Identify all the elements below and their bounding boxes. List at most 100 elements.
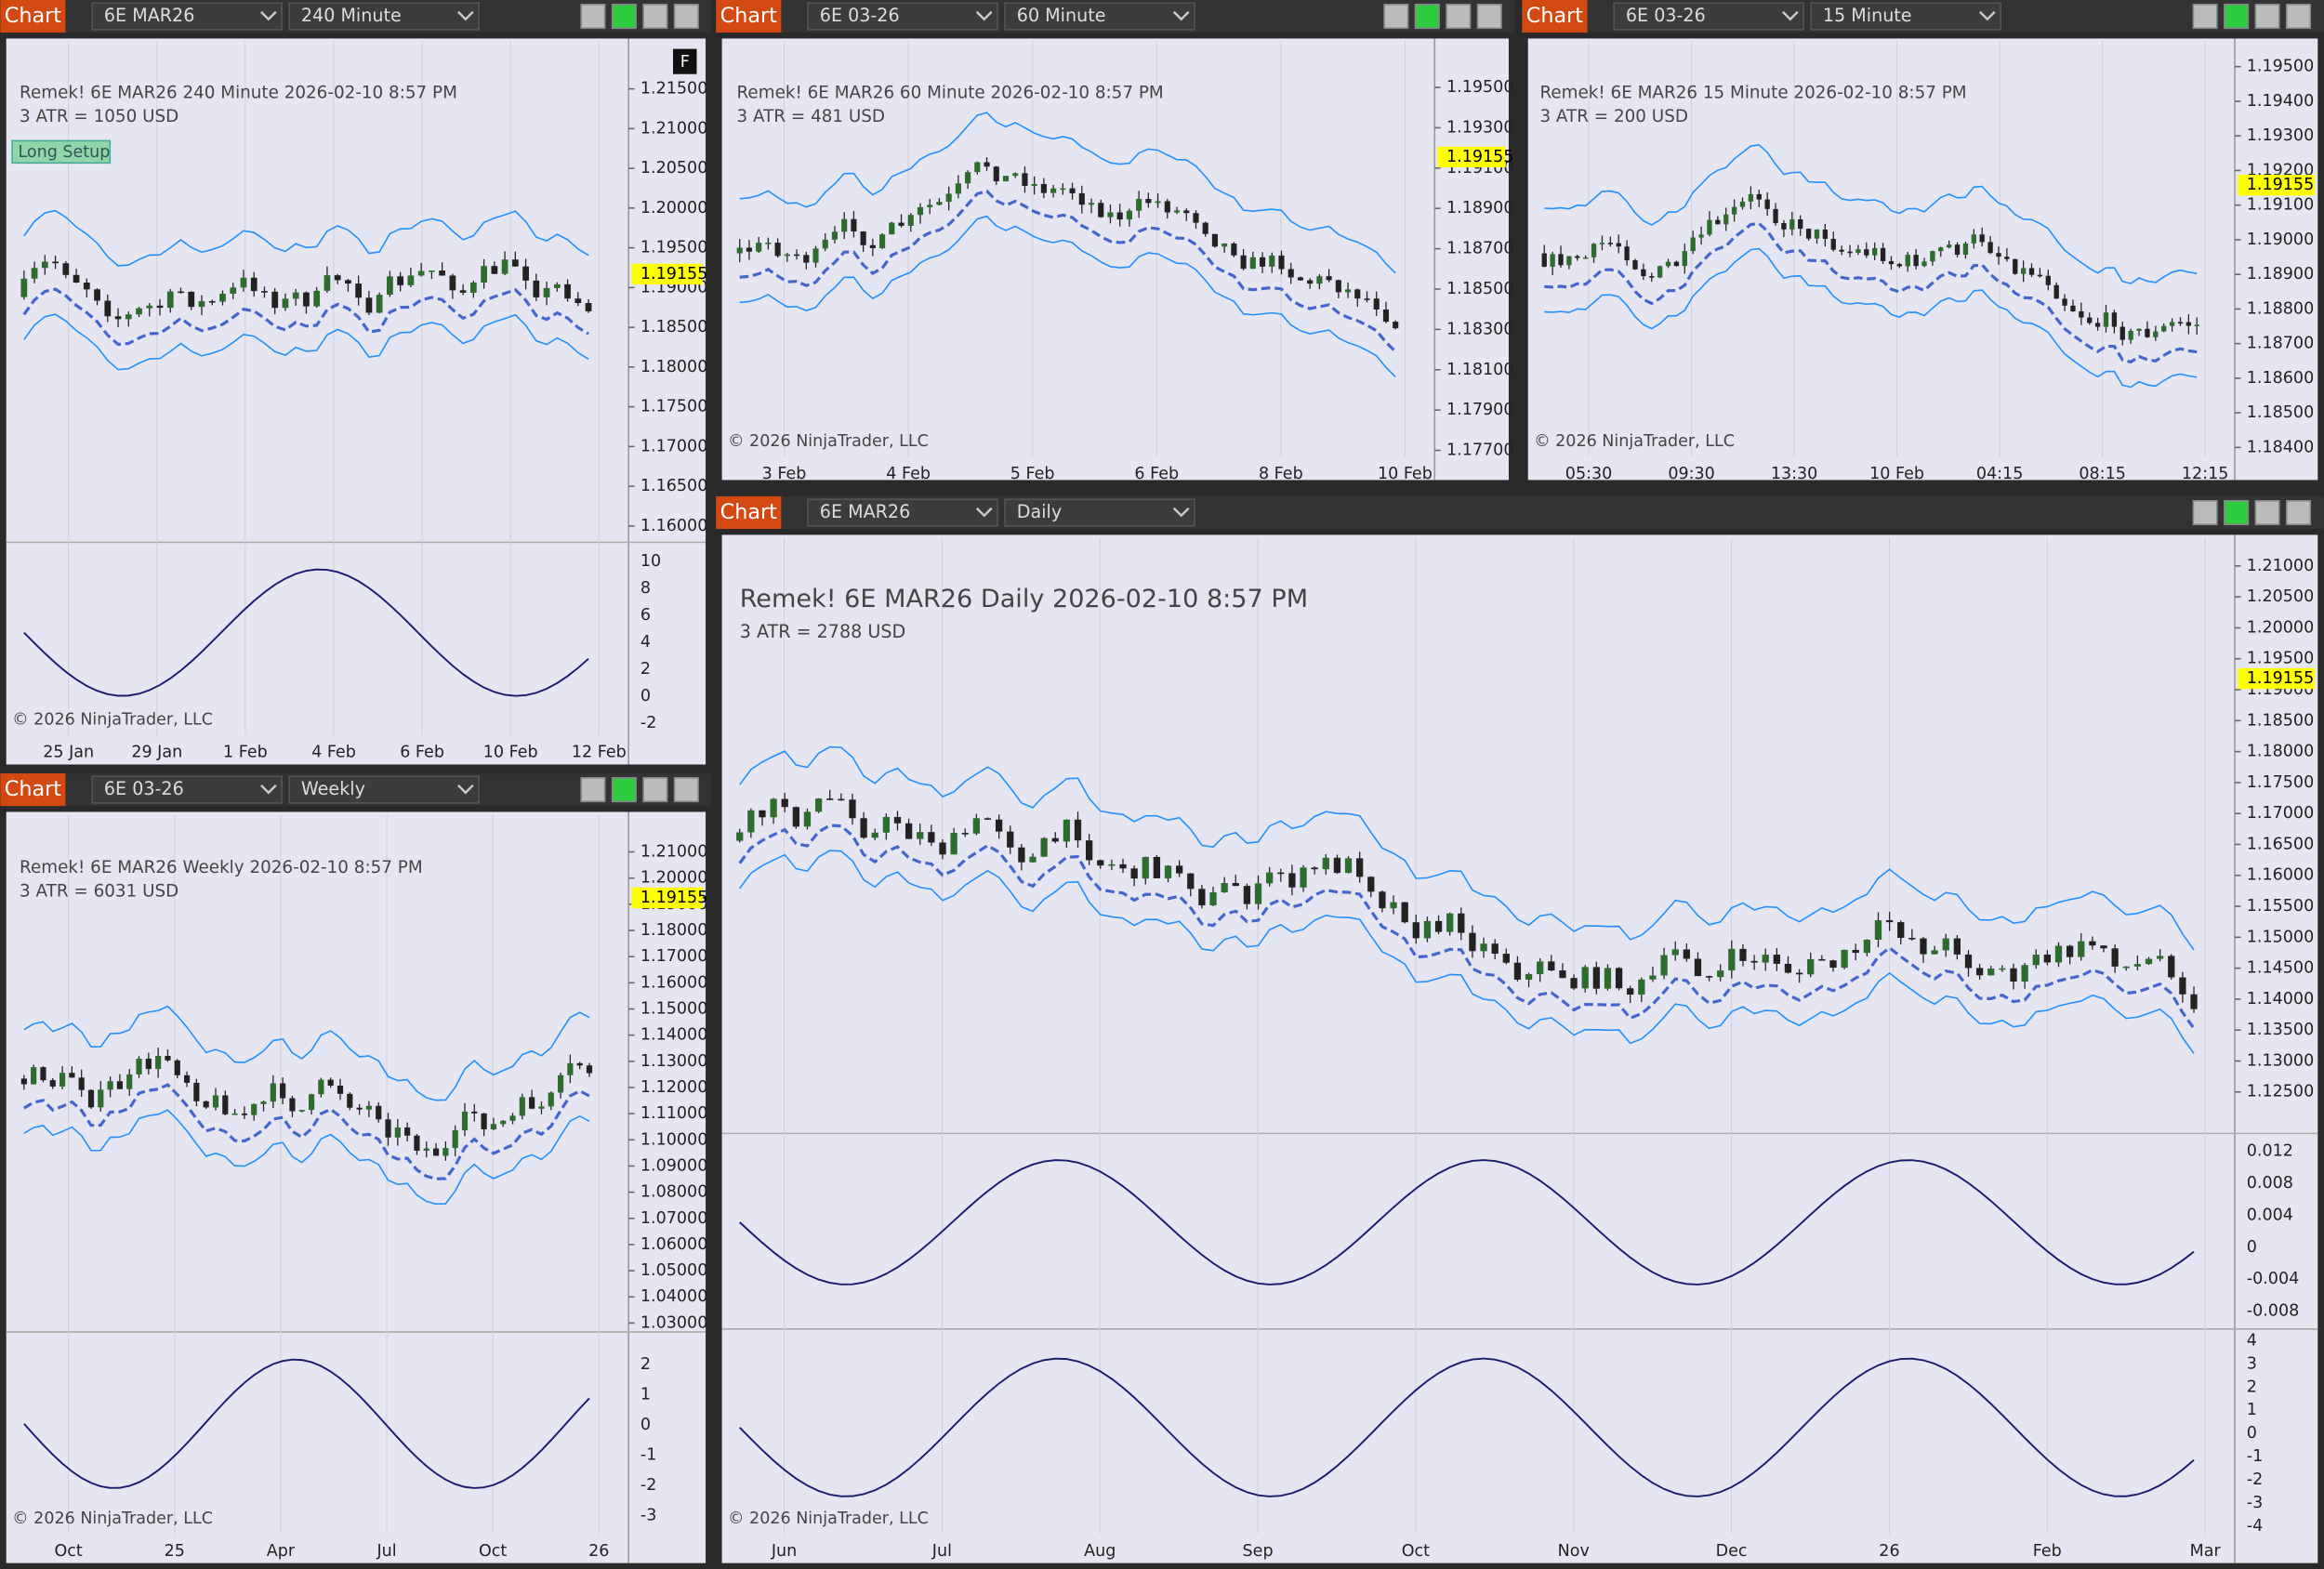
window-button[interactable] [2192,499,2218,526]
window-button[interactable] [580,777,606,803]
lower-band [739,215,1396,377]
candle-body [2004,257,2010,259]
candle-body [292,292,299,299]
chart-tab[interactable] [716,495,782,530]
candle-body [533,280,540,297]
instrument-dropdown[interactable] [1613,2,1804,31]
window-button[interactable] [2254,3,2280,30]
osc-tick-label: 6 [640,606,651,625]
window-button[interactable] [1414,3,1440,30]
candle-body [1583,257,1589,259]
price-tick-label: 1.20000 [640,869,707,888]
instrument-dropdown[interactable] [807,498,998,527]
candle-body [2062,298,2067,306]
time-label: 08:15 [2079,465,2125,483]
instrument-dropdown[interactable] [91,2,283,31]
last-price-marker [2238,667,2316,690]
candle-body [1852,949,1859,954]
price-tick-label: 1.15000 [640,999,707,1018]
candle-body [781,798,788,808]
timeframe-dropdown[interactable] [1004,2,1195,31]
candle-body [1764,199,1770,209]
window-button[interactable] [580,3,606,30]
candle-body [1671,949,1679,956]
candle-body [2145,328,2150,337]
candle-body [838,798,845,801]
window-button[interactable] [673,3,699,30]
instrument-dropdown[interactable] [91,775,283,804]
candle-body [831,231,838,240]
window-button[interactable] [642,777,668,803]
window-button[interactable] [2224,3,2250,30]
candle-body [114,316,122,320]
window-button[interactable] [2286,3,2312,30]
candle-body [459,290,467,293]
atr-label: 3 ATR = 1050 USD [20,107,178,126]
time-label: 4 Feb [886,465,931,483]
chart-tab[interactable] [0,0,66,33]
window-button[interactable] [1383,3,1409,30]
candle-body [2066,945,2074,957]
atr-label: 3 ATR = 6031 USD [20,882,178,902]
time-label: 12:15 [2182,465,2228,483]
timeframe-dropdown[interactable] [1810,2,2001,31]
last-price-marker [631,887,703,909]
candle-body [1126,210,1132,220]
candle-body [1847,251,1853,254]
price-tick-label: 1.17000 [640,947,707,966]
window-button[interactable] [673,777,699,803]
candle-body [165,1055,171,1061]
window-button[interactable] [2224,499,2250,526]
candle-body [1953,938,1961,955]
timeframe-dropdown[interactable] [288,2,480,31]
window-button[interactable] [642,3,668,30]
candle-body [1807,958,1815,975]
window-button[interactable] [2254,499,2280,526]
candle-body [2194,324,2199,326]
window-button[interactable] [1446,3,1472,30]
chart-tab[interactable] [716,0,782,33]
window-button[interactable] [1476,3,1502,30]
candle-body [905,823,913,839]
candle-body [59,1073,66,1087]
candle-body [2177,322,2184,324]
candle-body [1198,889,1206,906]
price-tick-label: 1.11000 [640,1104,707,1123]
window-button[interactable] [2192,3,2218,30]
window-button[interactable] [2286,499,2312,526]
lower-band [739,850,2195,1054]
window-button[interactable] [611,3,637,30]
last-price-marker [631,263,703,285]
candle-body [136,308,142,315]
candle-body [1789,218,1795,230]
candle-body [31,268,38,279]
candle-body [1604,968,1612,989]
candle-body [365,297,373,313]
timeframe-dropdown[interactable] [288,775,480,804]
candle-body [417,270,425,276]
candle-body [178,291,184,294]
instrument-dropdown[interactable] [807,2,998,31]
timeframe-dropdown[interactable] [1004,498,1195,527]
candle-body [548,1092,554,1107]
candle-body [1896,264,1903,267]
price-tick-label: 1.19500 [2247,650,2314,668]
candle-body [1297,277,1304,281]
candle-body [1566,256,1572,266]
candle-body [1897,922,1905,938]
last-price: 1.19155 [640,265,707,283]
chart-tab[interactable] [1522,0,1588,33]
osc-tick-label: 2 [2247,1378,2257,1396]
price-tick-label: 1.14000 [2247,990,2314,1009]
candle-body [814,798,823,812]
candle-body [1136,198,1142,211]
candle-body [1029,856,1037,863]
time-label: 13:30 [1771,465,1817,483]
candle-body [1841,949,1848,969]
candle-body [1864,249,1869,256]
candle-body [851,218,857,232]
time-label: 29 Jan [131,744,182,762]
window-button[interactable] [611,777,637,803]
candle-body [1300,867,1307,888]
chart-tab[interactable] [0,773,66,807]
